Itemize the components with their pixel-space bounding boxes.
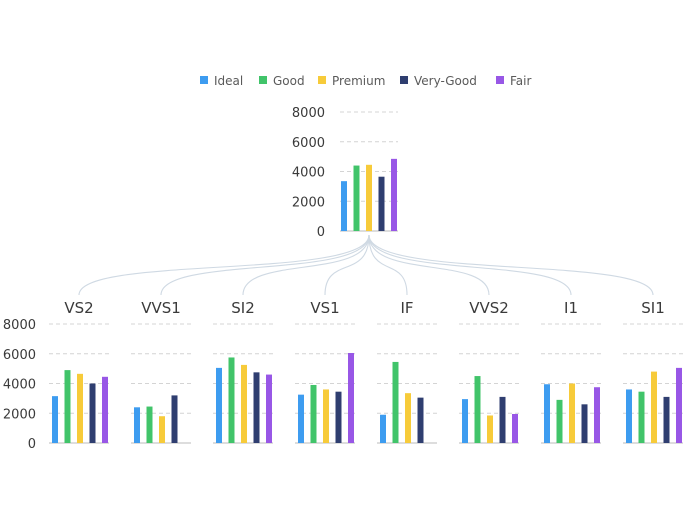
child-bar[interactable]	[417, 397, 424, 443]
connector-line	[368, 234, 572, 296]
child-bar[interactable]	[392, 361, 399, 443]
child-bar[interactable]	[89, 383, 96, 444]
legend-item[interactable]: Very-Good	[400, 74, 477, 88]
legend-swatch	[259, 76, 267, 84]
child-y-tick-label: 2000	[3, 407, 36, 422]
child-bar[interactable]	[310, 384, 317, 443]
legend-item[interactable]: Premium	[318, 74, 385, 88]
child-bar[interactable]	[569, 383, 575, 444]
legend-item[interactable]: Ideal	[200, 74, 243, 88]
legend-label: Ideal	[214, 74, 243, 88]
parent-y-tick-label: 0	[317, 225, 325, 240]
child-bar[interactable]	[52, 396, 58, 443]
child-bar[interactable]	[298, 394, 304, 443]
child-bar[interactable]	[462, 399, 468, 443]
child-chart-title: VVS1	[141, 299, 181, 317]
child-bar[interactable]	[253, 372, 260, 443]
child-bar[interactable]	[512, 413, 518, 443]
legend-swatch	[496, 76, 504, 84]
child-chart-title: VS2	[64, 299, 93, 317]
child-bar[interactable]	[651, 371, 657, 443]
child-y-tick-label: 0	[28, 437, 36, 452]
legend-label: Very-Good	[414, 74, 477, 88]
connector-line	[324, 234, 370, 296]
parent-bar[interactable]	[341, 181, 347, 231]
child-bar[interactable]	[556, 399, 563, 443]
child-chart-title: I1	[564, 299, 578, 317]
parent-y-tick-label: 2000	[292, 195, 325, 210]
child-bar[interactable]	[626, 389, 632, 443]
legend-label: Premium	[332, 74, 385, 88]
legend-label: Fair	[510, 74, 531, 88]
child-bar[interactable]	[228, 357, 235, 443]
child-y-tick-label: 8000	[3, 318, 36, 333]
child-bar[interactable]	[581, 404, 588, 443]
connector-line	[242, 234, 370, 296]
child-bar[interactable]	[544, 384, 550, 443]
child-bar[interactable]	[335, 391, 342, 443]
child-bar[interactable]	[266, 374, 272, 443]
legend-item[interactable]: Fair	[496, 74, 531, 88]
parent-bar[interactable]	[366, 164, 372, 231]
parent-y-tick-label: 6000	[292, 136, 325, 151]
child-bar[interactable]	[487, 415, 493, 443]
child-bar[interactable]	[159, 416, 165, 443]
child-bar[interactable]	[405, 393, 411, 443]
child-bar[interactable]	[348, 353, 354, 443]
parent-bar[interactable]	[378, 176, 385, 231]
child-bar[interactable]	[499, 396, 506, 443]
child-bar[interactable]	[77, 373, 83, 443]
connector-line	[368, 234, 654, 296]
child-bar[interactable]	[323, 389, 329, 443]
legend-swatch	[318, 76, 326, 84]
child-bar[interactable]	[676, 367, 682, 443]
child-bar[interactable]	[64, 370, 71, 443]
child-bar[interactable]	[134, 407, 140, 443]
child-bar[interactable]	[594, 387, 600, 443]
connector-line	[368, 234, 490, 296]
child-bar[interactable]	[171, 395, 178, 443]
child-bar[interactable]	[474, 376, 481, 443]
connector-line	[78, 234, 370, 296]
child-bar[interactable]	[146, 406, 153, 443]
parent-bar[interactable]	[353, 165, 360, 231]
child-bar[interactable]	[380, 414, 386, 443]
legend-label: Good	[273, 74, 305, 88]
parent-bar[interactable]	[391, 158, 397, 231]
legend-item[interactable]: Good	[259, 74, 305, 88]
child-chart-title: VVS2	[469, 299, 509, 317]
child-bar[interactable]	[663, 396, 670, 443]
child-y-tick-label: 6000	[3, 348, 36, 363]
child-chart-title: SI1	[641, 299, 665, 317]
connector-line	[368, 234, 408, 296]
child-y-tick-label: 4000	[3, 378, 36, 393]
child-bar[interactable]	[638, 391, 645, 443]
legend-swatch	[400, 76, 408, 84]
connector-line	[160, 234, 370, 296]
parent-y-tick-label: 8000	[292, 106, 325, 121]
child-chart-title: IF	[400, 299, 413, 317]
child-chart-title: SI2	[231, 299, 255, 317]
legend-swatch	[200, 76, 208, 84]
child-bar[interactable]	[216, 367, 222, 443]
child-chart-title: VS1	[310, 299, 339, 317]
child-bar[interactable]	[102, 376, 108, 443]
child-bar[interactable]	[241, 364, 247, 443]
parent-y-tick-label: 4000	[292, 166, 325, 181]
